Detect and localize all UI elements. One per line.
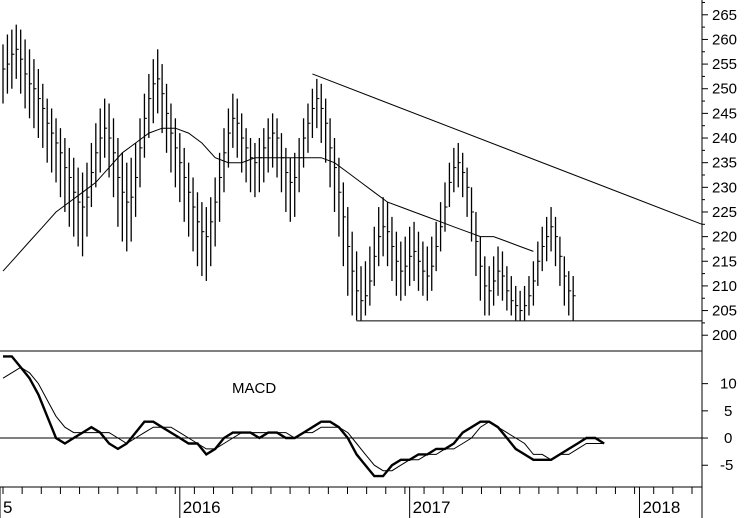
x-year-label: 2016 [183, 498, 221, 517]
price-y-tick-label: 235 [712, 155, 737, 172]
price-y-tick-label: 215 [712, 253, 737, 270]
price-panel [0, 24, 703, 352]
macd-y-tick-label: -5 [720, 457, 733, 474]
macd-line [3, 355, 605, 478]
macd-y-tick-label: 0 [724, 430, 732, 447]
price-y-tick-label: 240 [712, 130, 737, 147]
macd-y-tick-label: 10 [720, 376, 737, 393]
price-y-tick-label: 220 [712, 229, 737, 246]
price-y-tick-label: 200 [712, 327, 737, 344]
price-y-tick-label: 230 [712, 179, 737, 196]
x-year-label: 5 [3, 498, 12, 517]
moving-average-line [2, 127, 534, 272]
price-y-tick-label: 260 [712, 31, 737, 48]
macd-y-tick-label: 5 [724, 403, 732, 420]
price-y-tick-label: 255 [712, 56, 737, 73]
price-y-tick-label: 210 [712, 278, 737, 295]
price-y-tick-label: 205 [712, 303, 737, 320]
price-y-tick-label: 225 [712, 204, 737, 221]
price-y-axis: 200 205 210 215 220 225 230 235 240 245 250 255 260 2… [701, 0, 737, 518]
macd-title: MACD [232, 380, 276, 397]
x-year-label: 2018 [642, 498, 680, 517]
price-y-tick-label: 245 [712, 105, 737, 122]
x-axis: 5 2016 2017 2018 [0, 486, 702, 518]
resistance-trendline [312, 73, 703, 225]
x-year-label: 2017 [413, 498, 451, 517]
price-y-tick-label: 250 [712, 81, 737, 98]
macd-y-axis: -5 0 5 10 [702, 376, 737, 474]
macd-panel: MACD [0, 355, 702, 478]
price-y-tick-label: 265 [712, 7, 737, 24]
